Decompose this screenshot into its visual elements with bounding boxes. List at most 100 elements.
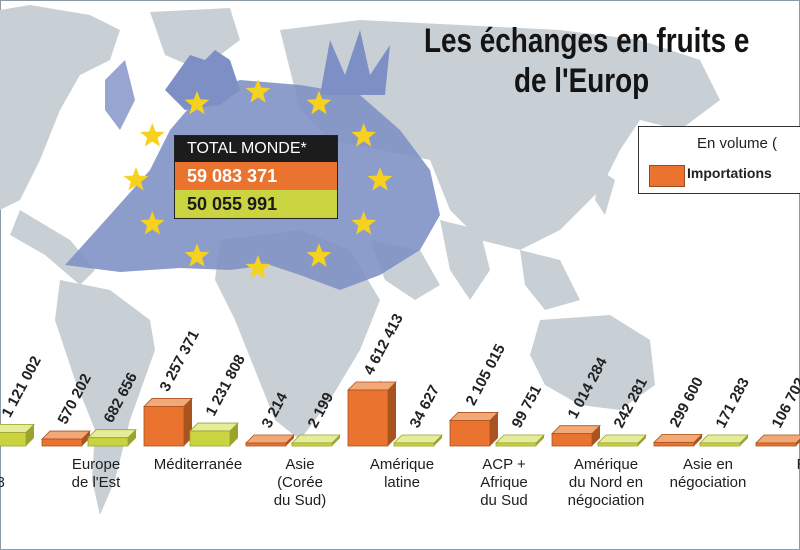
bar-exports-side	[230, 423, 238, 446]
eu-star-icon	[140, 211, 165, 235]
bar-imports	[41, 438, 83, 447]
bar-imports-side	[388, 382, 396, 446]
north-america	[0, 5, 120, 210]
category-label: Asie (Corée du Sud)	[273, 456, 327, 509]
value-label-imports: 570 202	[55, 371, 95, 427]
bar-imports-side	[286, 435, 294, 446]
category-label: Asie en négociation	[669, 456, 747, 491]
bar-imports-side	[490, 412, 498, 446]
hand-icon	[165, 50, 240, 110]
legend-imports-swatch	[649, 165, 685, 187]
total-monde-label: TOTAL MONDE*	[175, 136, 337, 162]
bar-imports-top	[41, 430, 91, 440]
eu-star-icon	[367, 167, 393, 191]
australia	[530, 315, 655, 410]
eu-star-icon	[123, 167, 149, 191]
category-label: Méditerranée	[153, 456, 243, 473]
eu-star-icon	[351, 211, 376, 235]
bar-imports-side	[592, 425, 600, 446]
bar-imports-top	[755, 434, 800, 444]
title-line-2: de l'Europ	[514, 62, 650, 100]
bar-exports-top	[495, 434, 545, 444]
eu-star-icon	[245, 79, 271, 103]
value-label-exports: 171 283	[713, 375, 753, 431]
total-exports-value: 50 055 991	[175, 190, 337, 218]
bar-exports-top	[87, 429, 137, 439]
value-label-imports: 106 702	[769, 375, 800, 431]
value-label-imports: 1 014 284	[565, 354, 612, 421]
central-america	[10, 210, 95, 285]
value-label-exports: 34 627	[407, 382, 444, 431]
bar-imports	[449, 420, 491, 447]
category-label: Amérique latine	[369, 456, 435, 491]
bar-exports	[393, 442, 435, 447]
bar-exports	[87, 437, 129, 447]
bar-imports	[653, 441, 695, 447]
bar-exports-top	[699, 434, 749, 444]
bar-exports	[597, 442, 639, 447]
title-line-1: Les échanges en fruits e	[424, 22, 750, 60]
bar-exports-top	[597, 434, 647, 444]
eu-star-icon	[351, 123, 376, 147]
category-label: Rus	[760, 456, 800, 474]
bar-exports-side	[26, 424, 34, 446]
value-label-exports: 1 121 002	[0, 353, 45, 420]
bar-exports-side	[128, 429, 136, 446]
bar-exports	[495, 442, 537, 447]
bar-exports-top	[393, 434, 443, 444]
value-label-exports: 242 281	[611, 375, 651, 431]
bar-imports	[755, 442, 797, 447]
bar-imports-side	[82, 431, 90, 446]
value-label-exports: 2 199	[305, 390, 338, 431]
bar-imports-top	[449, 412, 499, 421]
bars	[0, 381, 800, 447]
pineapple-leaves-icon	[320, 30, 390, 95]
bar-imports-top	[551, 425, 601, 435]
bar-exports-side	[740, 435, 748, 446]
bar-imports	[551, 433, 593, 447]
bar-imports-side	[796, 439, 800, 446]
value-label-imports: 299 600	[667, 374, 707, 430]
bar-imports	[347, 389, 389, 447]
bar-imports-top	[143, 398, 193, 407]
bar-exports-top	[291, 434, 341, 444]
south-america	[55, 280, 155, 515]
europe-asia	[280, 20, 720, 250]
legend-unit-note: En volume (	[697, 135, 778, 152]
value-label-imports: 4 612 413	[361, 311, 407, 378]
category-label: Europe de l'Est	[71, 456, 121, 491]
eu-star-icon	[140, 123, 165, 147]
eu-star-icon	[184, 243, 210, 267]
bar-exports	[189, 430, 231, 447]
value-label-imports: 2 105 015	[463, 341, 509, 408]
bar-exports	[0, 431, 27, 447]
value-label-imports: 3 257 371	[157, 327, 203, 394]
bar-exports-side	[332, 435, 340, 446]
eu-star-icon	[245, 255, 271, 279]
bar-imports-top	[347, 381, 397, 391]
value-label-imports: 3 214	[259, 389, 292, 431]
category-label: Amérique du Nord en négociation	[567, 456, 645, 509]
value-label-exports: 1 231 808	[203, 352, 249, 419]
banana-leaf-icon	[105, 60, 135, 130]
eu-star-icon	[306, 243, 332, 267]
value-label-exports: 682 656	[101, 370, 141, 426]
legend-imports-label: Importations	[687, 165, 772, 181]
eu-star-icon	[306, 90, 332, 115]
bar-imports-top	[653, 433, 703, 443]
total-imports-value: 59 083 371	[175, 162, 337, 190]
eu-stars	[123, 79, 393, 279]
bar-exports-side	[536, 435, 544, 446]
value-labels: 1 121 002 570 202 682 656 3 257 371 1 231 80…	[0, 311, 800, 431]
bar-exports-top	[189, 422, 239, 432]
legend: En volume ( Importations	[638, 126, 800, 194]
bar-exports-side	[638, 435, 646, 446]
bar-imports-top	[245, 434, 295, 444]
japan	[595, 170, 615, 215]
bar-imports-side	[694, 434, 702, 446]
india	[440, 220, 490, 300]
bar-imports	[143, 406, 185, 447]
